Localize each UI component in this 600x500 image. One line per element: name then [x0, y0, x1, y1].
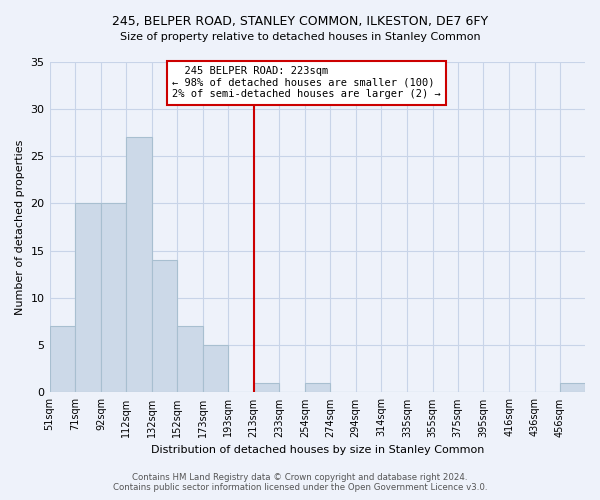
- Text: 245 BELPER ROAD: 223sqm
← 98% of detached houses are smaller (100)
2% of semi-de: 245 BELPER ROAD: 223sqm ← 98% of detache…: [172, 66, 440, 100]
- X-axis label: Distribution of detached houses by size in Stanley Common: Distribution of detached houses by size …: [151, 445, 484, 455]
- Bar: [152, 260, 177, 392]
- Text: Size of property relative to detached houses in Stanley Common: Size of property relative to detached ho…: [119, 32, 481, 42]
- Bar: [254, 383, 279, 392]
- Bar: [101, 204, 127, 392]
- Bar: [75, 204, 101, 392]
- Bar: [127, 137, 152, 392]
- Text: 245, BELPER ROAD, STANLEY COMMON, ILKESTON, DE7 6FY: 245, BELPER ROAD, STANLEY COMMON, ILKEST…: [112, 15, 488, 28]
- Bar: [177, 326, 203, 392]
- Bar: [50, 326, 75, 392]
- Bar: [305, 383, 331, 392]
- Text: Contains HM Land Registry data © Crown copyright and database right 2024.
Contai: Contains HM Land Registry data © Crown c…: [113, 473, 487, 492]
- Y-axis label: Number of detached properties: Number of detached properties: [15, 140, 25, 314]
- Bar: [560, 383, 585, 392]
- Bar: [203, 345, 229, 393]
